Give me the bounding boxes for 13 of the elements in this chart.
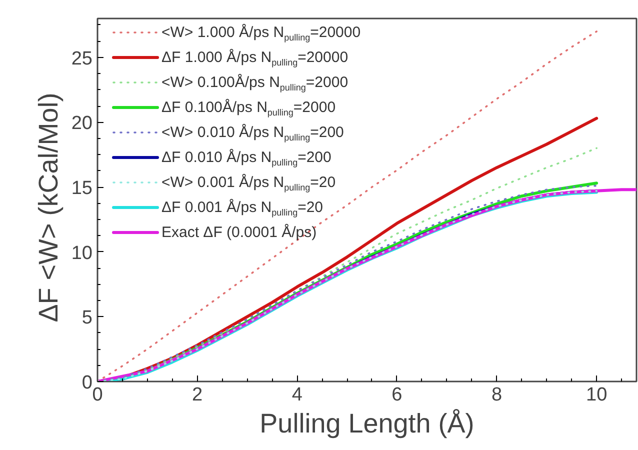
legend-label: Exact ΔF (0.0001 Å/ps) (162, 223, 317, 241)
x-axis-title: Pulling Length (Å) (260, 408, 474, 438)
y-tick-label: 5 (82, 308, 93, 329)
y-tick-label: 25 (71, 48, 93, 70)
x-tick-label: 10 (586, 384, 608, 406)
y-tick-label: 15 (71, 178, 93, 200)
x-tick-label: 6 (392, 384, 402, 406)
x-tick-label: 8 (491, 384, 502, 406)
y-tick-label: 10 (71, 242, 93, 264)
x-tick-label: 2 (192, 384, 203, 406)
x-tick-label: 4 (292, 384, 303, 406)
y-tick-label: 20 (71, 113, 93, 134)
y-axis-title: ΔF <W> (kCal/Mol) (33, 92, 64, 322)
